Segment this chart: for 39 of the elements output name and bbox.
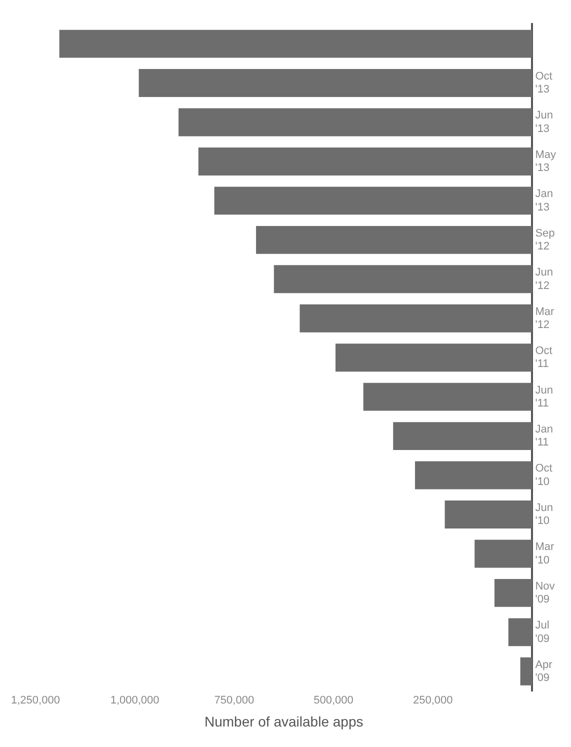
bar — [474, 540, 532, 568]
y-tick-label: Mar '10 — [535, 541, 554, 566]
bar — [274, 265, 532, 294]
x-tick-label: 1,000,000 — [110, 694, 160, 707]
x-tick-label: 750,000 — [214, 694, 254, 707]
y-tick-label: May '13 — [535, 148, 556, 174]
x-axis-title: Number of available apps — [204, 713, 364, 730]
y-tick-label: Mar '12 — [535, 306, 554, 332]
x-tick-label: 500,000 — [314, 694, 354, 707]
bar — [393, 422, 532, 450]
x-tick-label: 250,000 — [412, 694, 453, 707]
bar — [300, 304, 532, 332]
y-tick-label: Jan '13 — [535, 188, 553, 214]
bar — [336, 344, 532, 372]
bar — [508, 618, 532, 646]
bar — [198, 148, 532, 176]
x-tick-label: 1,250,000 — [11, 694, 60, 707]
bar — [256, 226, 532, 254]
bar — [444, 500, 532, 528]
y-tick-label: Oct '11 — [535, 345, 552, 370]
y-tick-label: Oct '13 — [535, 70, 552, 96]
y-tick-label: Jun '12 — [535, 266, 553, 292]
y-tick-label: Sep '12 — [535, 227, 555, 253]
bar — [178, 108, 532, 136]
y-tick-label: Jan '11 — [535, 423, 553, 449]
y-tick-label: Apr '09 — [535, 658, 553, 684]
y-tick-label: Oct '10 — [535, 462, 552, 488]
bar — [214, 186, 532, 215]
y-tick-label: Jun '11 — [535, 384, 553, 410]
bar — [494, 578, 532, 607]
y-tick-label: Jun '13 — [535, 110, 553, 135]
bar — [138, 69, 532, 98]
bar — [363, 382, 532, 411]
y-tick-label: Jul '09 — [535, 620, 550, 645]
bar — [59, 30, 532, 58]
bar — [414, 461, 532, 490]
bar — [520, 657, 532, 686]
y-tick-label: Jun '10 — [535, 502, 553, 528]
y-tick-label: Nov '09 — [535, 580, 556, 606]
